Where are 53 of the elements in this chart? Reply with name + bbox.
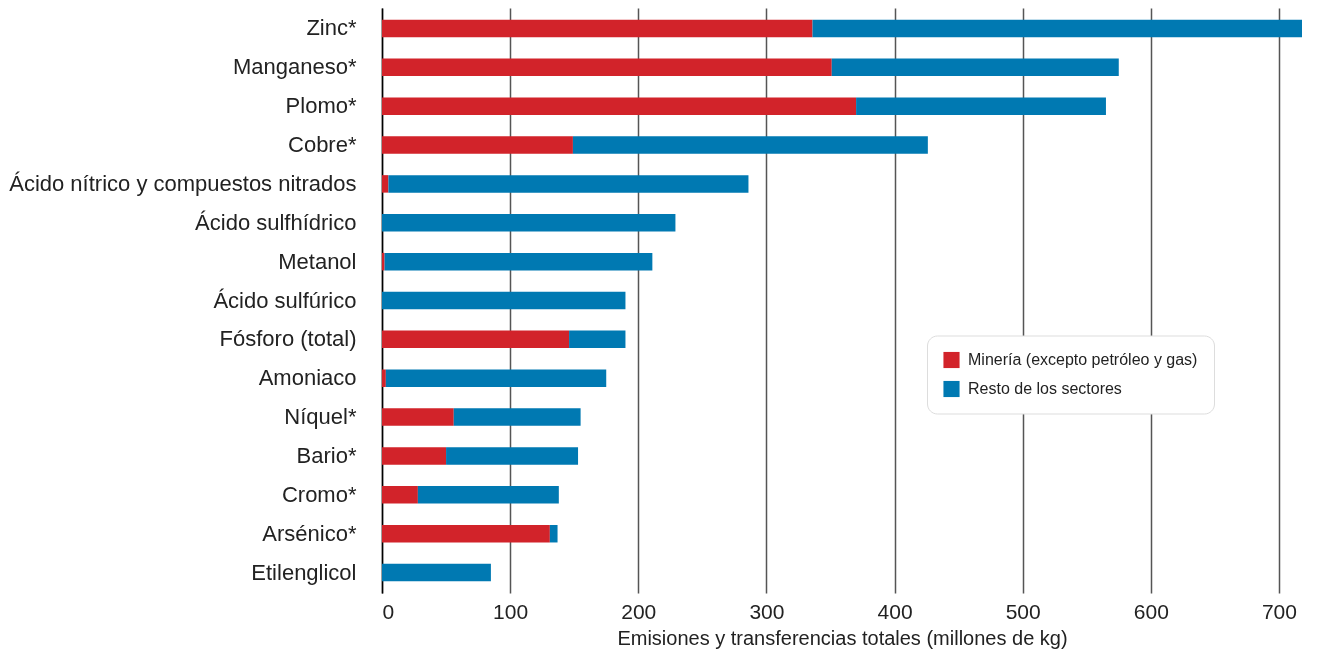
bar	[831, 58, 1119, 77]
bar	[382, 136, 573, 154]
y-tick-label: Cobre*	[288, 132, 357, 158]
x-tick-label: 300	[749, 599, 785, 623]
y-tick-label: Fósforo (total)	[219, 326, 357, 352]
y-tick-label: Bario*	[296, 442, 357, 468]
x-tick-label: 100	[493, 599, 529, 623]
bar	[388, 175, 749, 193]
bar	[812, 19, 1302, 38]
bar	[382, 330, 570, 349]
x-tick-label: 0	[382, 599, 395, 623]
bar	[382, 214, 676, 232]
y-tick-label: Amoniaco	[258, 365, 357, 391]
bar	[384, 252, 653, 271]
x-tick-label: 500	[1005, 599, 1041, 623]
bar	[382, 563, 491, 582]
legend-label: Minería (excepto petróleo y gas)	[968, 351, 1198, 368]
bar	[382, 524, 550, 543]
x-tick-label: 400	[877, 599, 913, 623]
bar	[572, 136, 928, 154]
y-tick-label: Plomo*	[285, 93, 357, 119]
legend-label: Resto de los sectores	[968, 380, 1122, 397]
y-tick-label: Ácido sulfúrico	[213, 287, 357, 313]
bar	[385, 369, 607, 387]
bar	[417, 486, 559, 504]
y-tick-label: Arsénico*	[262, 520, 357, 546]
bar	[382, 19, 813, 38]
bar	[382, 408, 454, 426]
bar	[382, 291, 626, 310]
y-tick-label: Etilenglicol	[251, 559, 357, 585]
y-tick-label: Cromo*	[281, 481, 357, 507]
bar	[453, 408, 581, 426]
bar	[382, 175, 389, 193]
bar	[382, 369, 386, 387]
y-tick-label: Manganeso*	[232, 54, 357, 80]
bar	[382, 58, 832, 77]
x-axis-title: Emisiones y transferencias totales (millones de kg)	[617, 626, 1068, 649]
bar	[446, 447, 579, 465]
bar	[856, 97, 1106, 115]
bar	[382, 252, 385, 271]
y-tick-label: Níquel*	[284, 404, 357, 430]
y-tick-label: Ácido nítrico y compuestos nitrados	[9, 170, 357, 196]
bar	[382, 447, 447, 465]
y-tick-label: Metanol	[278, 248, 357, 274]
y-tick-label: Ácido sulfhídrico	[195, 209, 357, 235]
bar	[382, 97, 857, 115]
x-tick-label: 700	[1261, 599, 1297, 623]
x-tick-label: 600	[1133, 599, 1169, 623]
bar	[569, 330, 626, 349]
y-tick-label: Zinc*	[306, 15, 357, 41]
x-tick-label: 200	[621, 599, 657, 623]
bar	[549, 524, 558, 543]
bar	[382, 486, 418, 504]
